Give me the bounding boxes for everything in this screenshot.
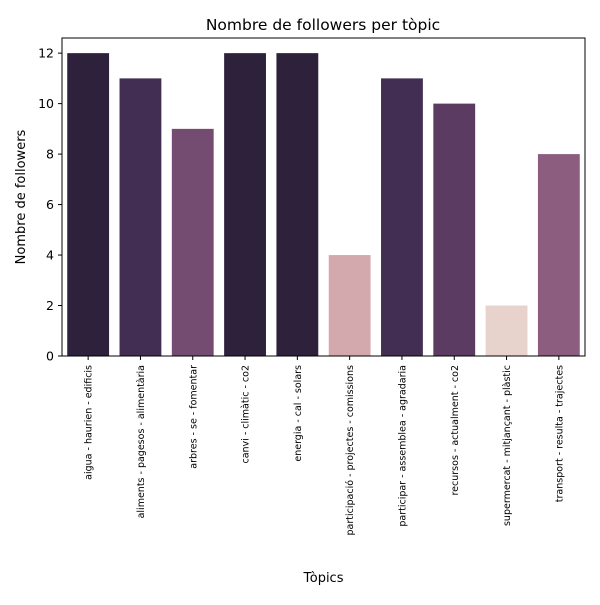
y-tick-label: 6 <box>46 197 54 212</box>
bar-7 <box>433 103 476 357</box>
bar-1 <box>119 78 162 356</box>
y-tick-label: 0 <box>46 349 54 364</box>
x-axis-label: Tòpics <box>303 571 344 586</box>
y-tick-label: 8 <box>46 147 54 162</box>
x-tick-label: aliments - pagesos - alimentària <box>136 365 147 518</box>
y-axis-label: Nombre de followers <box>14 129 29 264</box>
x-tick-label: energia - cal - solars <box>293 365 304 462</box>
plot-frame <box>61 37 586 357</box>
y-tick-label: 4 <box>46 248 54 263</box>
bar-9 <box>537 154 580 356</box>
chart-title: Nombre de followers per tòpic <box>206 16 440 34</box>
x-tick-label: aigua - haurien - edificis <box>84 365 95 480</box>
bar-6 <box>381 78 423 356</box>
bar-5 <box>328 255 371 356</box>
x-tick-label: recursos - actualment - co2 <box>450 365 461 496</box>
y-tick-label: 12 <box>38 46 54 61</box>
x-tick-label: transport - resulta - trajectes <box>554 365 565 502</box>
y-tick-label: 2 <box>46 298 54 313</box>
bars-group <box>67 53 580 357</box>
x-tick-label: participar - assemblea - agradaria <box>397 365 408 527</box>
x-tick-label: arbres - se - fomentar <box>188 365 199 469</box>
bar-8 <box>485 305 528 356</box>
bar-2 <box>171 128 214 356</box>
bar-3 <box>224 53 266 356</box>
bar-0 <box>67 53 110 356</box>
x-axis: aigua - haurien - edificis aliments - pag… <box>84 356 565 536</box>
y-tick-label: 10 <box>38 96 54 111</box>
y-axis: 0 2 4 6 8 10 12 <box>38 46 62 364</box>
bar-4 <box>276 53 319 356</box>
x-tick-label: supermercat - mitjançant - plàstic <box>502 365 513 526</box>
x-tick-label: canvi - climàtic - co2 <box>241 365 252 464</box>
x-tick-label: participació - projectes - comissions <box>345 365 356 536</box>
